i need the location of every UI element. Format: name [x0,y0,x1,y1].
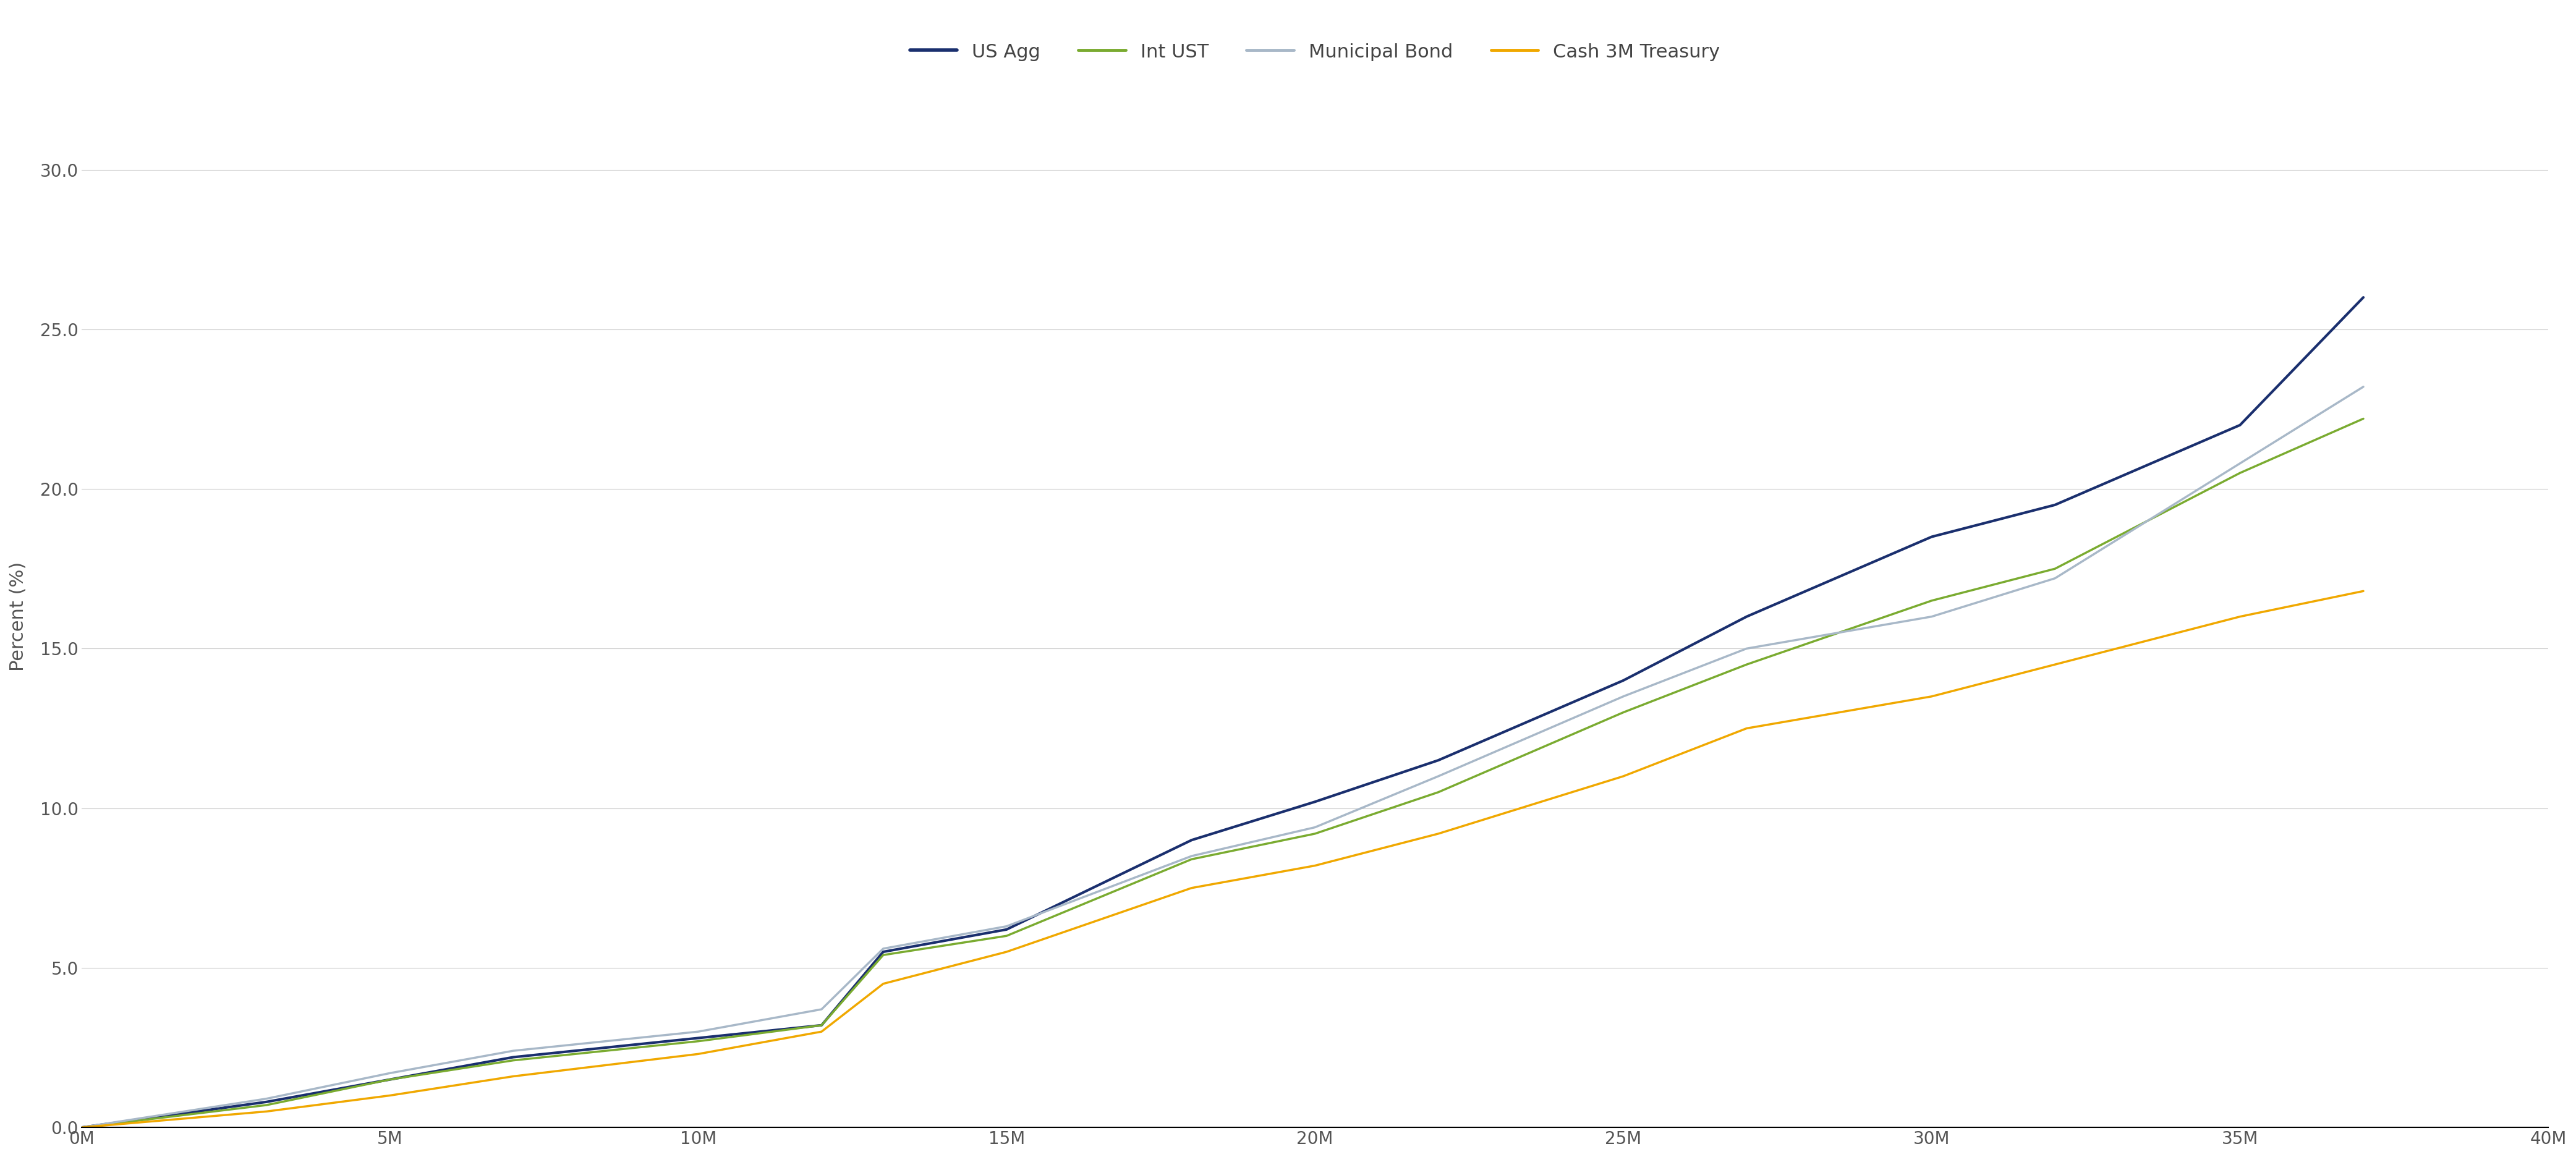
US Agg [683,1031,714,1045]
Int UST [1422,786,1453,799]
Cash 3M Treasury [67,1120,98,1134]
Int UST [1607,706,1638,720]
Int UST [868,948,899,961]
Int UST [806,1018,837,1032]
Cash 3M Treasury [1422,827,1453,841]
Municipal Bond [868,942,899,956]
Int UST [992,929,1023,943]
Cash 3M Treasury [1731,722,1762,736]
Municipal Bond [1731,642,1762,656]
Int UST [2347,412,2378,426]
Int UST [1298,827,1329,841]
Municipal Bond [2040,572,2071,585]
US Agg [868,945,899,959]
US Agg [806,1018,837,1032]
Cash 3M Treasury [1177,880,1208,894]
US Agg [374,1073,404,1086]
Municipal Bond [2347,379,2378,393]
Cash 3M Treasury [1298,858,1329,872]
Cash 3M Treasury [806,1025,837,1039]
Line: Cash 3M Treasury: Cash 3M Treasury [82,591,2362,1127]
Int UST [1731,657,1762,671]
Cash 3M Treasury [2226,610,2257,624]
Municipal Bond [374,1067,404,1081]
Int UST [250,1098,281,1112]
Municipal Bond [1917,610,1947,624]
Cash 3M Treasury [2347,584,2378,598]
US Agg [1607,673,1638,687]
US Agg [1298,795,1329,809]
US Agg [67,1120,98,1134]
Line: Municipal Bond: Municipal Bond [82,386,2362,1127]
Line: Int UST: Int UST [82,419,2362,1127]
Municipal Bond [683,1025,714,1039]
US Agg [1177,833,1208,847]
US Agg [497,1051,528,1064]
Int UST [2040,562,2071,576]
Line: US Agg: US Agg [82,297,2362,1127]
Municipal Bond [992,920,1023,934]
Legend: US Agg, Int UST, Municipal Bond, Cash 3M Treasury: US Agg, Int UST, Municipal Bond, Cash 3M… [899,34,1728,71]
Municipal Bond [1298,820,1329,834]
Cash 3M Treasury [250,1105,281,1119]
Int UST [67,1120,98,1134]
Cash 3M Treasury [1917,690,1947,703]
Municipal Bond [1422,769,1453,783]
Municipal Bond [1607,690,1638,703]
US Agg [250,1095,281,1108]
US Agg [2040,498,2071,511]
Int UST [1917,594,1947,607]
US Agg [2347,290,2378,304]
Int UST [2226,466,2257,480]
US Agg [2226,418,2257,432]
Cash 3M Treasury [992,945,1023,959]
Municipal Bond [806,1002,837,1016]
Cash 3M Treasury [2040,657,2071,671]
US Agg [1731,610,1762,624]
Int UST [497,1053,528,1067]
Municipal Bond [250,1092,281,1106]
Municipal Bond [1177,849,1208,863]
Municipal Bond [497,1044,528,1057]
Cash 3M Treasury [683,1047,714,1061]
Municipal Bond [67,1120,98,1134]
Int UST [1177,853,1208,867]
Municipal Bond [2226,456,2257,470]
Cash 3M Treasury [497,1069,528,1083]
Cash 3M Treasury [374,1089,404,1103]
Y-axis label: Percent (%): Percent (%) [10,562,28,671]
Int UST [374,1073,404,1086]
Cash 3M Treasury [1607,769,1638,783]
US Agg [1917,530,1947,544]
Int UST [683,1034,714,1048]
US Agg [992,922,1023,936]
Cash 3M Treasury [868,977,899,990]
US Agg [1422,753,1453,767]
